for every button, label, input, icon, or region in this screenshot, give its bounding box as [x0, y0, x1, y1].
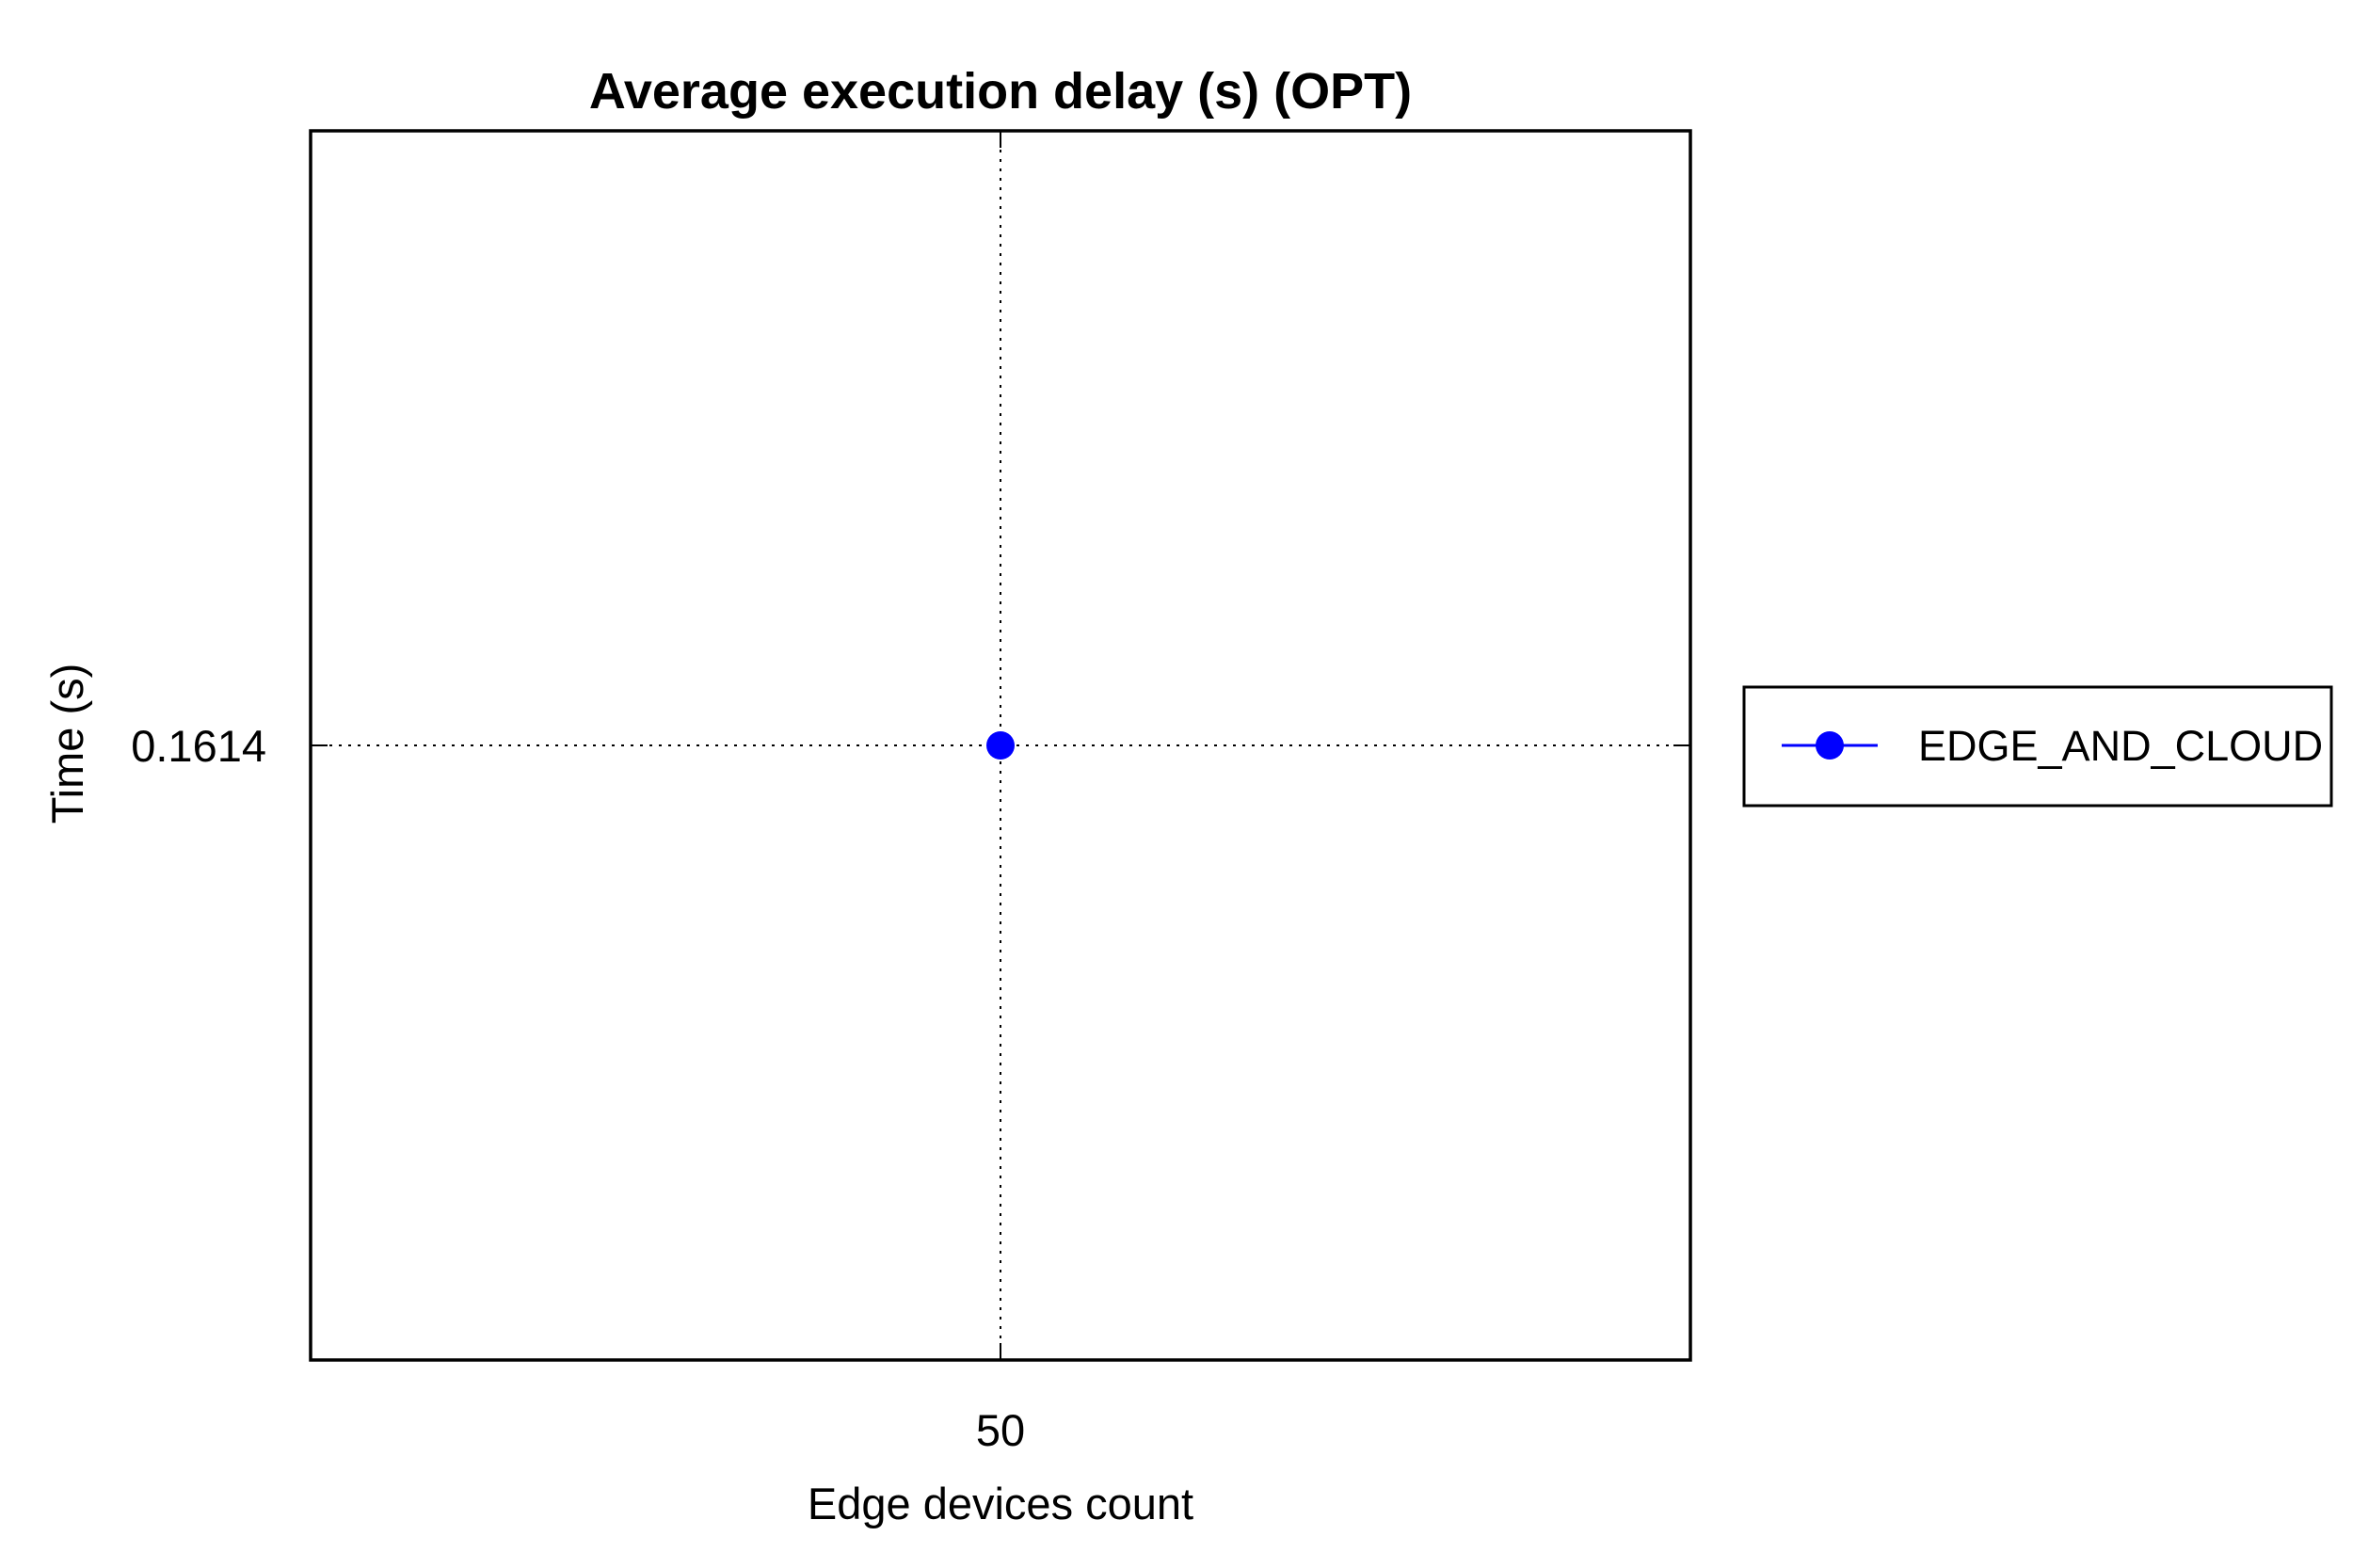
- data-point: [986, 731, 1015, 760]
- x-axis-label: Edge devices count: [808, 1479, 1193, 1528]
- chart-title: Average execution delay (s) (OPT): [589, 63, 1412, 120]
- legend: EDGE_AND_CLOUD: [1742, 685, 2333, 808]
- legend-series-label: EDGE_AND_CLOUD: [1918, 722, 2323, 770]
- tick-labels: 50 0.1614: [131, 721, 1025, 1455]
- y-axis-label: Time (s): [42, 664, 92, 824]
- series-markers: [986, 731, 1015, 760]
- x-tick-label: 50: [976, 1405, 1025, 1455]
- axis-ticks: [311, 131, 1690, 1360]
- y-tick-label: 0.1614: [131, 721, 266, 771]
- legend-series-marker: [1816, 731, 1844, 760]
